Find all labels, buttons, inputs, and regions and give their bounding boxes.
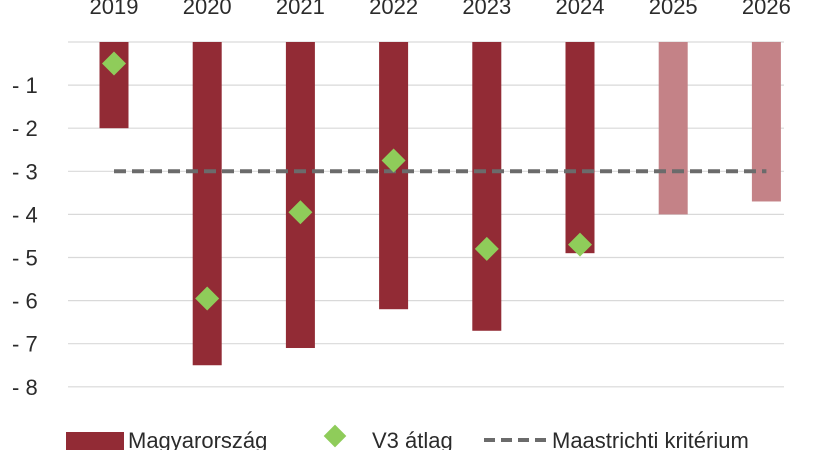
bar	[472, 42, 502, 331]
y-tick-label: - 7	[12, 332, 38, 357]
diamond-marker	[568, 232, 592, 257]
x-tick-label: 2024	[556, 0, 605, 19]
x-tick-label: 2021	[276, 0, 325, 19]
legend: Magyarország V3 átlag Maastrichti kritér…	[66, 424, 749, 450]
bar-series	[99, 42, 781, 366]
diamond-marker	[474, 236, 499, 261]
x-tick-label: 2026	[742, 0, 791, 19]
bar	[285, 42, 315, 349]
legend-swatch-magyarorszag	[66, 432, 124, 450]
y-tick-label: - 2	[12, 116, 38, 141]
diamond-marker	[381, 148, 406, 173]
legend-label-magyarorszag: Magyarország	[128, 428, 267, 450]
bar	[565, 42, 595, 254]
y-tick-label: - 8	[12, 375, 38, 400]
x-tick-label: 2025	[649, 0, 698, 19]
y-tick-label: - 5	[12, 246, 38, 271]
diamond-marker	[195, 286, 220, 311]
y-tick-label: - 3	[12, 159, 38, 184]
y-tick-label: - 6	[12, 289, 38, 314]
legend-swatch-v3-atlag	[323, 424, 347, 448]
diamond-marker	[102, 51, 126, 76]
legend-label-maastrichti: Maastrichti kritérium	[552, 428, 749, 450]
y-tick-label: - 4	[12, 202, 38, 227]
y-tick-label: - 1	[12, 73, 38, 98]
marker-series	[102, 51, 592, 311]
x-tick-label: 2020	[183, 0, 232, 19]
x-tick-label: 2023	[462, 0, 511, 19]
x-axis-ticks: 2019 2020 2021 2022 2023 2024 2025 2026	[90, 0, 791, 19]
legend-item-magyarorszag: Magyarország	[66, 428, 267, 450]
x-tick-label: 2019	[90, 0, 139, 19]
legend-item-maastrichti: Maastrichti kritérium	[484, 428, 749, 450]
diamond-marker	[288, 200, 313, 225]
bar	[658, 42, 688, 215]
x-tick-label: 2022	[369, 0, 418, 19]
y-axis-ticks: - 1 - 2 - 3 - 4 - 5 - 6 - 7 - 8	[12, 73, 38, 400]
bar	[751, 42, 781, 202]
bar	[379, 42, 409, 310]
legend-item-v3-atlag: V3 átlag	[323, 424, 453, 450]
bar	[192, 42, 222, 366]
legend-label-v3-atlag: V3 átlag	[372, 428, 453, 450]
